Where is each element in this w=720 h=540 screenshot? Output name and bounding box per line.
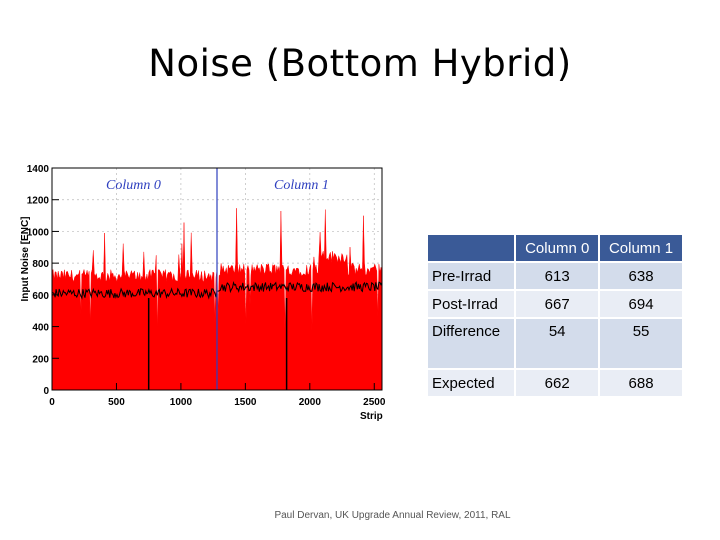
table-corner-cell: [428, 235, 515, 261]
noise-table: Column 0 Column 1 Pre-Irrad 613 638 Post…: [426, 233, 684, 398]
x-tick-label: 1000: [170, 397, 193, 408]
x-tick-label: 2000: [299, 397, 322, 408]
y-tick-label: 800: [32, 259, 49, 270]
slide-footer: Paul Dervan, UK Upgrade Annual Review, 2…: [274, 510, 511, 521]
slide-title: Noise (Bottom Hybrid): [148, 42, 572, 85]
cell-column1: 638: [600, 263, 682, 289]
column1-annotation: Column 1: [274, 178, 329, 193]
y-tick-label: 600: [32, 291, 49, 302]
table-header-column0: Column 0: [516, 235, 599, 261]
x-tick-label: 500: [108, 397, 125, 408]
table-row: Difference 54 55: [428, 319, 682, 368]
cell-column0: 667: [516, 291, 599, 317]
y-axis-label: Input Noise [ENC]: [20, 216, 31, 302]
y-tick-label: 400: [32, 323, 49, 334]
table-header-row: Column 0 Column 1: [428, 235, 682, 261]
cell-column0: 662: [516, 370, 599, 396]
column0-annotation: Column 0: [106, 178, 161, 193]
noise-chart: 0 200 400 600 800 1000 1200 1400 0 500 1000 1500 20…: [10, 160, 402, 426]
cell-column1: 694: [600, 291, 682, 317]
y-tick-label: 200: [32, 354, 49, 365]
chart-svg: 0 200 400 600 800 1000 1200 1400 0 500 1000 1500 20…: [27, 164, 386, 408]
table-header-column1: Column 1: [600, 235, 682, 261]
y-tick-label: 0: [43, 386, 49, 397]
cell-column0: 613: [516, 263, 599, 289]
table-row: Pre-Irrad 613 638: [428, 263, 682, 289]
y-tick-label: 1400: [27, 164, 50, 175]
cell-column0: 54: [516, 319, 599, 368]
cell-column1: 688: [600, 370, 682, 396]
cell-column1: 55: [600, 319, 682, 368]
x-axis-label: Strip: [360, 411, 383, 422]
y-tick-label: 1000: [27, 227, 50, 238]
x-tick-label: 0: [49, 397, 55, 408]
row-label: Post-Irrad: [428, 291, 515, 317]
row-label: Difference: [428, 319, 515, 368]
table-row: Post-Irrad 667 694: [428, 291, 682, 317]
x-tick-label: 2500: [363, 397, 386, 408]
row-label: Pre-Irrad: [428, 263, 515, 289]
table-row: Expected 662 688: [428, 370, 682, 396]
y-tick-label: 1200: [27, 196, 50, 207]
x-tick-label: 1500: [234, 397, 257, 408]
row-label: Expected: [428, 370, 515, 396]
plot-frame: [51, 167, 383, 391]
